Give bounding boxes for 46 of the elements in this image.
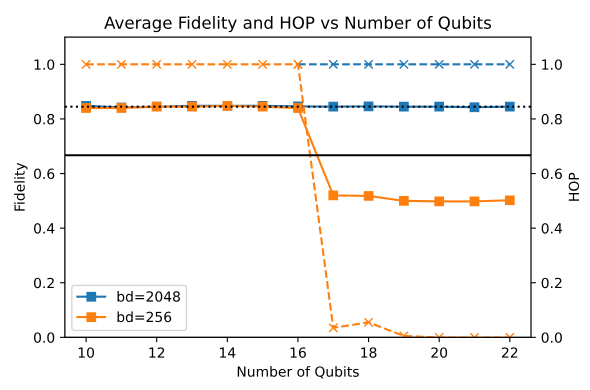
point	[258, 59, 268, 70]
y-axis-title: Fidelity	[14, 162, 28, 211]
y2-tick-label: 0.2	[542, 278, 562, 288]
x-tick-label: 12	[149, 347, 164, 358]
point	[364, 59, 374, 70]
point	[81, 59, 91, 70]
y2-axis-title: HOP	[568, 172, 580, 201]
y-tick-label: 0.0	[34, 332, 54, 343]
y2-tick-label: 0.8	[542, 114, 562, 124]
chart-title: Average Fidelity and HOP vs Number of Qubits	[104, 16, 492, 32]
point	[470, 59, 480, 70]
legend-label: bd=256	[118, 311, 172, 322]
point	[399, 59, 409, 70]
y-tick-label: 1.0	[34, 59, 54, 70]
y2-tick-label: 0.0	[542, 332, 562, 343]
point	[364, 191, 374, 201]
x-tick-label: 10	[78, 347, 94, 358]
x-tick-label: 18	[361, 347, 376, 358]
legend-label: bd=2048	[118, 291, 180, 302]
point	[328, 59, 338, 70]
point	[364, 102, 374, 112]
point	[434, 59, 444, 70]
point	[116, 59, 126, 70]
point	[434, 196, 444, 206]
y2-tick-label: 1.0	[542, 59, 562, 70]
y-tick-label: 0.4	[34, 223, 54, 234]
point	[399, 196, 409, 206]
x-tick-label: 14	[220, 348, 236, 358]
x-axis-title: Number of Qubits	[238, 366, 359, 378]
x-tick-label: 22	[502, 347, 518, 358]
x-tick-label: 16	[290, 347, 306, 358]
point	[470, 196, 480, 206]
y2-tick-label: 0.4	[542, 223, 562, 234]
point	[81, 103, 91, 113]
y-tick-label: 0.2	[34, 278, 54, 288]
point	[504, 195, 515, 206]
y-tick-label: 0.8	[34, 114, 54, 124]
point	[152, 59, 162, 70]
y-tick-label: 0.6	[34, 168, 54, 180]
point	[504, 59, 515, 70]
x-tick-label: 20	[431, 347, 448, 358]
point	[222, 59, 232, 70]
point	[187, 59, 197, 70]
y2-tick-label: 0.6	[542, 168, 562, 180]
point	[328, 190, 338, 200]
point	[470, 102, 480, 112]
